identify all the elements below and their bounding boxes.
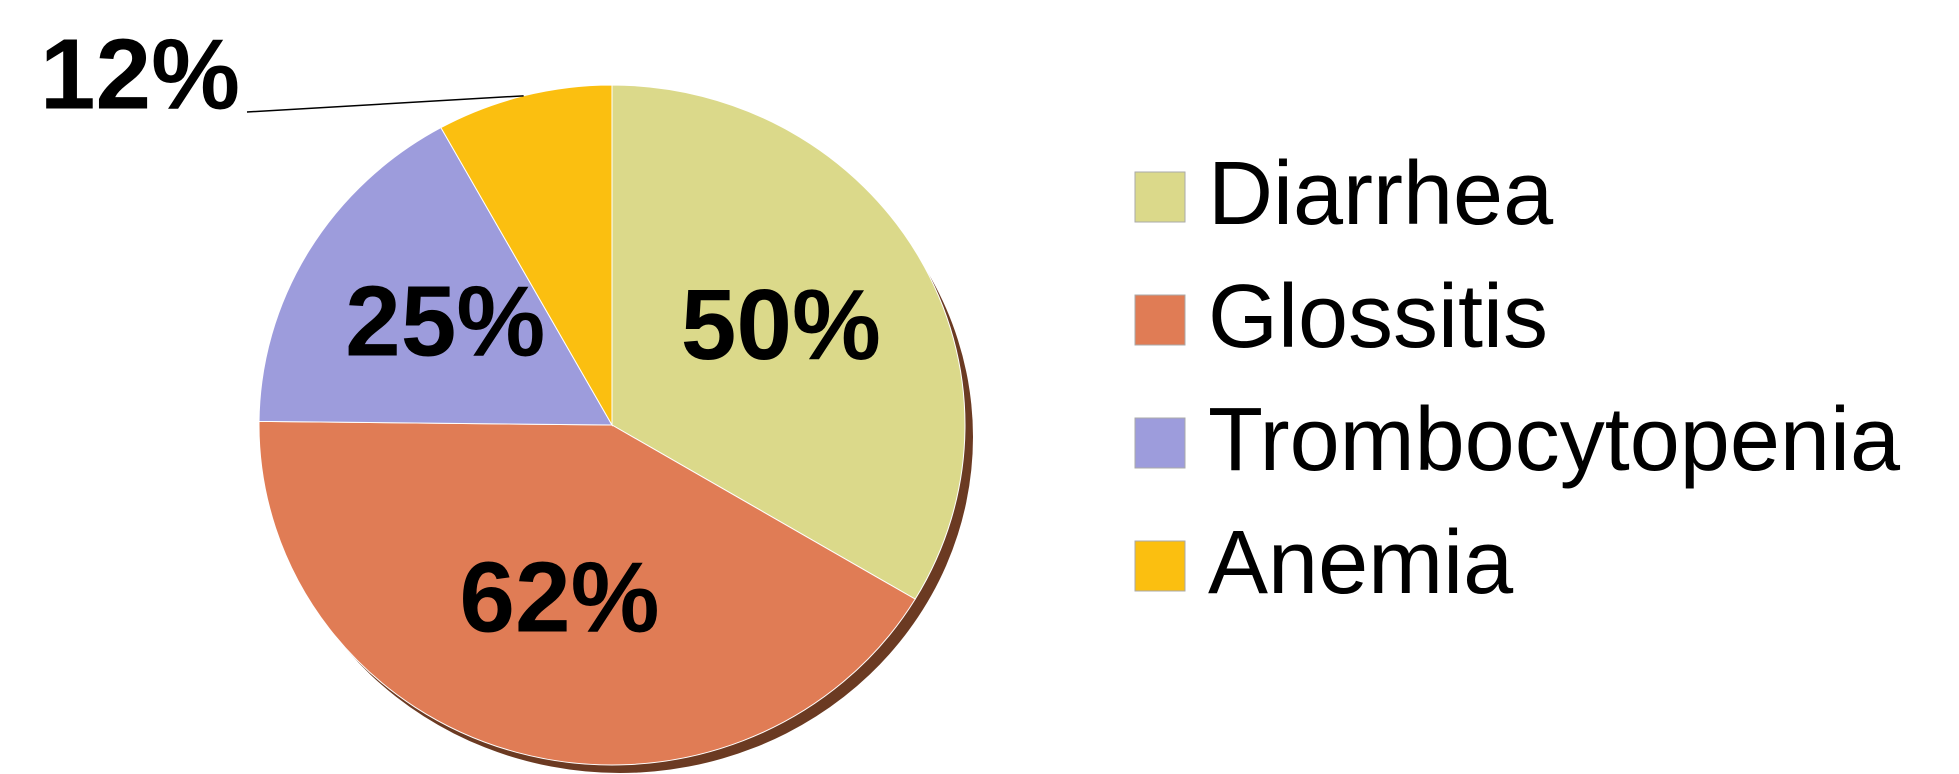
legend-label: Diarrhea bbox=[1208, 144, 1554, 244]
legend-label: Glossitis bbox=[1208, 267, 1548, 367]
value-label: 12% bbox=[40, 18, 240, 130]
legend-label: Trombocytopenia bbox=[1208, 390, 1901, 490]
leader-line bbox=[246, 95, 524, 113]
value-label: 50% bbox=[681, 269, 881, 381]
legend-label: Anemia bbox=[1208, 513, 1514, 613]
legend-swatch bbox=[1134, 294, 1186, 346]
value-label: 25% bbox=[345, 266, 545, 378]
pie-slice bbox=[258, 420, 916, 766]
value-label: 62% bbox=[459, 541, 659, 653]
legend-swatch bbox=[1134, 171, 1186, 223]
legend-swatch bbox=[1134, 540, 1186, 592]
legend-swatch bbox=[1134, 417, 1186, 469]
pie-slice bbox=[611, 84, 966, 600]
pie-slice bbox=[258, 126, 613, 426]
